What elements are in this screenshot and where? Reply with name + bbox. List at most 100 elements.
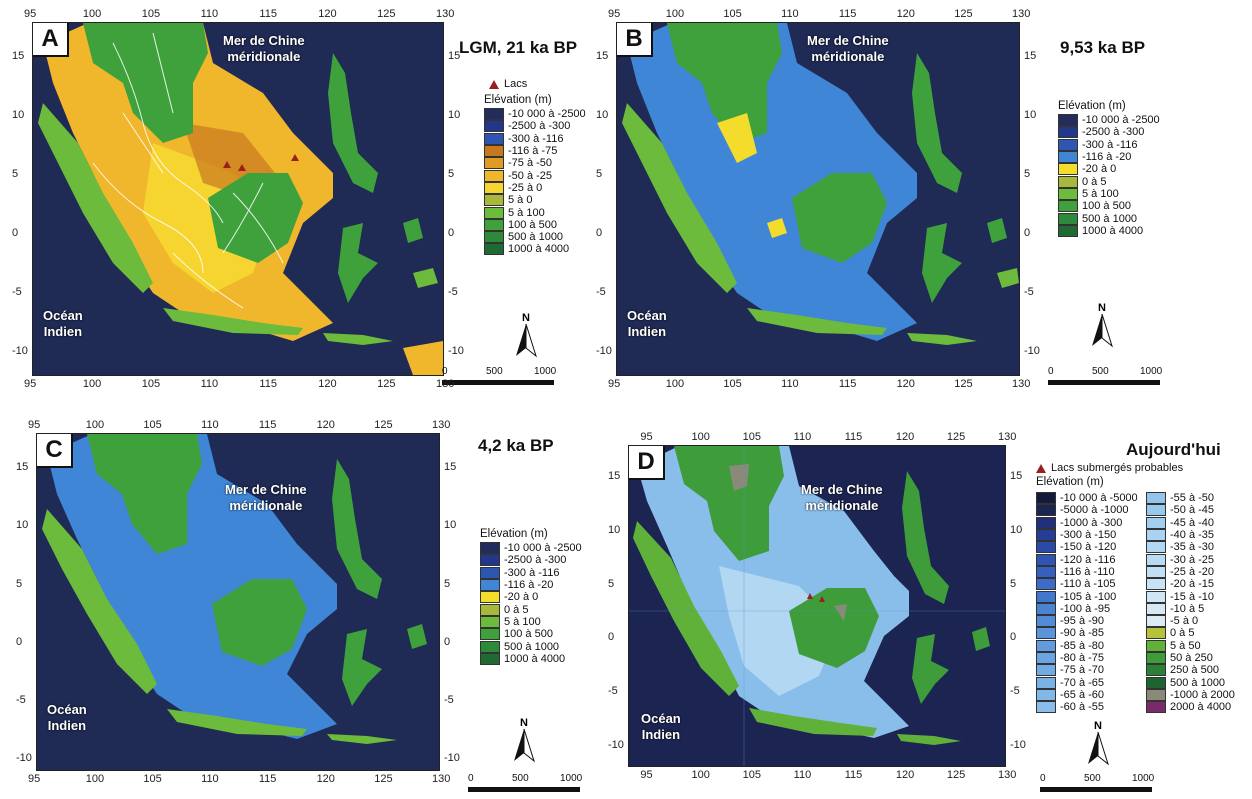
legend-item: -55 à -50: [1146, 492, 1235, 505]
longitude-tick: 120: [318, 8, 337, 20]
legend-label: -300 à -116: [504, 566, 560, 579]
latitude-tick: 15: [12, 50, 25, 63]
longitude-tick: 100: [665, 378, 685, 390]
legend-swatch: [1146, 565, 1166, 578]
longitude-tick: 120: [316, 419, 335, 431]
longitude-tick: 130: [436, 8, 455, 20]
north-arrow-icon: N: [1090, 300, 1114, 355]
legend-label: -2500 à -300: [1082, 126, 1145, 139]
scale-end: 1000: [560, 773, 583, 784]
north-arrow-icon: N: [512, 715, 536, 770]
legend-item: -120 à -116: [1036, 553, 1138, 566]
latitude-tick: 10: [1024, 109, 1037, 122]
longitude-tick: 95: [28, 773, 41, 785]
scale-mid: 500: [1084, 773, 1101, 784]
latitude-tick: -5: [1024, 286, 1034, 299]
longitude-tick: 100: [665, 8, 685, 20]
legend-label: -15 à -10: [1170, 590, 1215, 603]
legend-swatch: [1036, 676, 1056, 689]
latitude-tick: -5: [596, 286, 606, 299]
panel-c-title: 4,2 ka BP: [478, 436, 554, 455]
legend-item: -10 000 à -2500: [480, 542, 582, 555]
sea-label-a: Mer de Chine méridionale: [223, 33, 305, 65]
map-panel-b: B Mer de Chine méridionale Océan Indien: [616, 22, 1020, 376]
panel-a-legend: Elévation (m) -10 000 à -2500 -2500 à -30…: [484, 94, 586, 256]
ocean-label-line2: Indien: [627, 324, 667, 339]
legend-swatch: [484, 243, 504, 256]
legend-swatch: [480, 579, 500, 592]
scale-bar: 0 500 1000: [442, 366, 556, 388]
legend-item: -80 à -75: [1036, 652, 1138, 664]
legend-item: -70 à -65: [1036, 676, 1138, 689]
legend-item: 1000 à 4000: [1058, 224, 1160, 237]
scale-end: 1000: [1140, 366, 1163, 377]
legend-label: -2500 à -300: [508, 120, 571, 133]
sea-label-b: Mer de Chine méridionale: [807, 33, 889, 65]
map-panel-d: D Mer de Chine méridionale Océan Indien: [628, 445, 1006, 767]
legend-item: -116 à -20: [480, 579, 582, 592]
panel-b-title: 9,53 ka BP: [1060, 38, 1146, 57]
legend-label: -95 à -90: [1060, 615, 1105, 628]
legend-swatch: [1036, 516, 1056, 529]
longitude-tick: 95: [24, 378, 37, 390]
legend-swatch: [1036, 565, 1056, 578]
panel-d-legend: Elévation (m): [1036, 476, 1104, 490]
longitude-tick: 115: [838, 378, 857, 390]
legend-swatch: [1146, 553, 1166, 566]
ocean-label-line1: Océan: [43, 308, 83, 323]
latitude-tick: 5: [444, 577, 451, 590]
legend-label: -10 000 à -2500: [508, 108, 586, 121]
legend-swatch: [484, 194, 504, 207]
legend-item: -1000 à 2000: [1146, 688, 1235, 701]
legend-swatch: [1146, 652, 1166, 664]
legend-swatch: [484, 145, 504, 158]
legend-label: 500 à 1000: [504, 640, 560, 653]
legend-item: -30 à -25: [1146, 553, 1235, 566]
longitude-tick: 100: [85, 419, 105, 431]
legend-swatch: [1058, 200, 1078, 213]
longitude-tick: 115: [838, 8, 857, 20]
latitude-tick: -10: [12, 345, 28, 358]
panel-c-letter: C: [37, 434, 73, 468]
map-b-graphic: [617, 23, 1019, 375]
legend-swatch: [1146, 676, 1166, 689]
scale-bar-line: [468, 787, 580, 792]
longitude-tick: 115: [844, 769, 863, 781]
legend-swatch: [1058, 151, 1078, 164]
latitude-tick: 10: [596, 109, 609, 122]
map-panel-c: C Mer de Chine méridionale Océan Indien: [36, 433, 440, 771]
lake-marker-icon: [1036, 463, 1046, 473]
legend-swatch: [1058, 224, 1078, 237]
legend-item: -40 à -35: [1146, 529, 1235, 542]
legend-swatch: [1146, 639, 1166, 652]
longitude-tick: 110: [781, 378, 799, 390]
scale-bar-line: [1048, 380, 1160, 385]
legend-item: -1000 à -300: [1036, 516, 1138, 529]
legend-title: Elévation (m): [1036, 476, 1104, 488]
ocean-label-line1: Océan: [47, 702, 87, 717]
legend-label: -120 à -116: [1060, 553, 1116, 566]
legend-label: -2500 à -300: [504, 554, 567, 567]
legend-swatch: [1058, 163, 1078, 176]
legend-label: -100 à -95: [1060, 602, 1111, 615]
latitude-tick: 10: [444, 519, 457, 532]
longitude-tick: 105: [742, 769, 761, 781]
longitude-tick: 125: [954, 8, 973, 20]
legend-label: 1000 à 4000: [1082, 224, 1144, 237]
legend-swatch: [1036, 652, 1056, 664]
longitude-tick: 130: [432, 773, 451, 785]
ocean-label-d: Océan Indien: [641, 711, 681, 743]
legend-swatch: [480, 554, 500, 567]
latitude-tick: 10: [12, 109, 25, 122]
legend-swatch: [1036, 492, 1056, 505]
sea-label-line1: Mer de Chine: [801, 482, 883, 497]
latitude-tick: 5: [16, 577, 23, 590]
legend-label: 100 à 500: [508, 218, 557, 231]
longitude-tick: 95: [640, 769, 653, 781]
legend-label: -20 à -15: [1170, 578, 1215, 591]
legend-swatch: [1058, 138, 1078, 151]
legend-item: 100 à 500: [480, 628, 582, 641]
legend-label: -30 à -25: [1170, 553, 1215, 566]
legend-item: -90 à -85: [1036, 627, 1138, 640]
legend-label: 5 à 100: [508, 206, 545, 219]
